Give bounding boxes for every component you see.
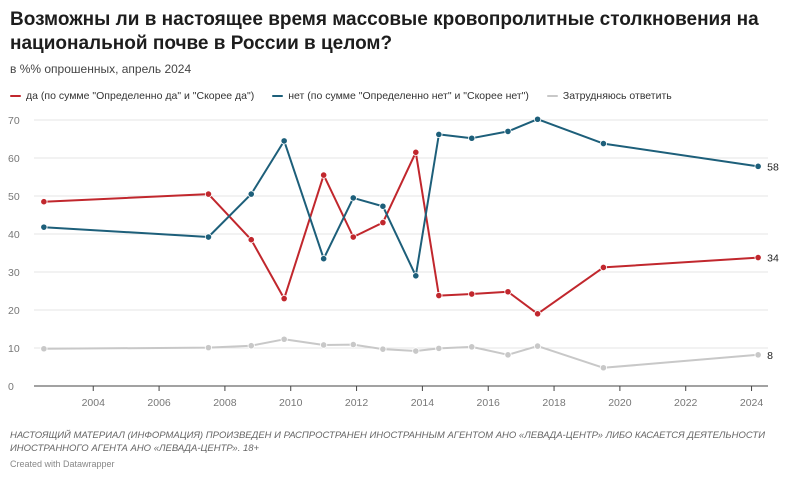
line-chart: 0 10 20 30 40 50 60 70 2004 2006 2008 2010 2012 2014 2… (8, 115, 779, 409)
series-yes-point (468, 290, 476, 298)
legend-label-undecided: Затрудняюсь ответить (562, 90, 672, 102)
series-no-point (435, 130, 443, 139)
series-undecided-point (468, 343, 476, 351)
x-tick-label: 2012 (345, 397, 369, 409)
series-undecided-point (533, 342, 542, 350)
x-tick-label: 2018 (542, 397, 566, 409)
series-yes-point (435, 291, 443, 300)
series-undecided-end-label: 8 (767, 350, 773, 362)
legend-swatch-undecided (546, 95, 558, 97)
series-no-point (599, 139, 608, 148)
series-undecided-point (320, 341, 328, 349)
x-tick-label: 2006 (147, 397, 171, 409)
series-yes-point (504, 288, 512, 296)
x-tick-label: 2004 (82, 397, 106, 409)
y-tick-label: 40 (8, 229, 20, 241)
y-tick-label: 20 (8, 305, 20, 317)
series-no-point (468, 134, 476, 142)
y-tick-label: 60 (8, 153, 20, 165)
series-undecided-point (504, 351, 512, 359)
series-yes-point (247, 236, 255, 244)
x-tick-label: 2014 (411, 397, 435, 409)
series-yes-point (40, 198, 48, 206)
legend-item-no: нет (по сумме "Определенно нет" и "Скоре… (272, 90, 529, 102)
series-undecided-point (412, 347, 420, 355)
series-yes-end-label: 34 (767, 253, 779, 265)
series-undecided-point (754, 351, 762, 359)
series-yes-point (349, 233, 357, 241)
y-tick-label: 10 (8, 343, 20, 355)
series-no-point (754, 162, 762, 170)
series-undecided-point (280, 335, 288, 343)
series-yes-point (320, 171, 328, 179)
x-tick-label: 2010 (279, 397, 303, 409)
legend-item-undecided: Затрудняюсь ответить (546, 90, 672, 102)
series-no-point (40, 223, 48, 231)
series-undecided-point (379, 345, 387, 353)
series-undecided-point (204, 344, 213, 352)
x-tick-label: 2022 (674, 397, 698, 409)
x-tick-label: 2016 (477, 397, 501, 409)
series-no-point (379, 202, 387, 210)
series-no-point (504, 127, 512, 135)
y-tick-label: 0 (8, 381, 14, 393)
series-yes-point (533, 310, 542, 318)
series-no-point (204, 233, 213, 241)
x-tick-label: 2008 (213, 397, 237, 409)
series-undecided-point (435, 344, 443, 352)
series-yes-point (412, 148, 420, 156)
legend-swatch-no (272, 95, 284, 97)
series-yes-point (280, 295, 288, 303)
series-no-point (412, 272, 420, 280)
series-undecided-point (40, 345, 48, 353)
x-tick-label: 2020 (608, 397, 632, 409)
series-no-point (280, 137, 288, 145)
legend-swatch-yes (10, 95, 21, 97)
chart-title: Возможны ли в настоящее время массовые к… (10, 9, 759, 54)
series-no-point (247, 190, 255, 198)
y-tick-label: 30 (8, 267, 20, 279)
series-no-point (320, 255, 328, 263)
datawrapper-credit: Created with Datawrapper (10, 459, 115, 469)
series-yes-point (599, 263, 608, 272)
series-undecided-line (42, 338, 760, 369)
series-undecided-point (599, 364, 608, 372)
x-tick-label: 2024 (740, 397, 764, 409)
series-undecided-point (349, 340, 357, 349)
series-no-point (349, 194, 357, 202)
foreign-agent-disclaimer: НАСТОЯЩИЙ МАТЕРИАЛ (ИНФОРМАЦИЯ) ПРОИЗВЕД… (10, 430, 766, 454)
chart-legend: да (по сумме "Определенно да" и "Скорее … (10, 90, 672, 102)
series-yes-point (204, 190, 213, 198)
series-undecided-point (247, 342, 255, 350)
y-tick-label: 70 (8, 115, 20, 127)
legend-label-no: нет (по сумме "Определенно нет" и "Скоре… (288, 90, 529, 102)
series-yes-point (754, 253, 762, 262)
series-no-end-label: 58 (767, 161, 779, 173)
y-tick-label: 50 (8, 191, 20, 203)
series-yes-line (42, 151, 760, 315)
legend-item-yes: да (по сумме "Определенно да" и "Скорее … (10, 90, 254, 102)
chart-subtitle: в %% опрошенных, апрель 2024 (10, 62, 192, 76)
series-no-point (533, 115, 542, 123)
legend-label-yes: да (по сумме "Определенно да" и "Скорее … (26, 90, 255, 102)
series-no-line (42, 118, 760, 277)
series-yes-point (379, 219, 387, 227)
